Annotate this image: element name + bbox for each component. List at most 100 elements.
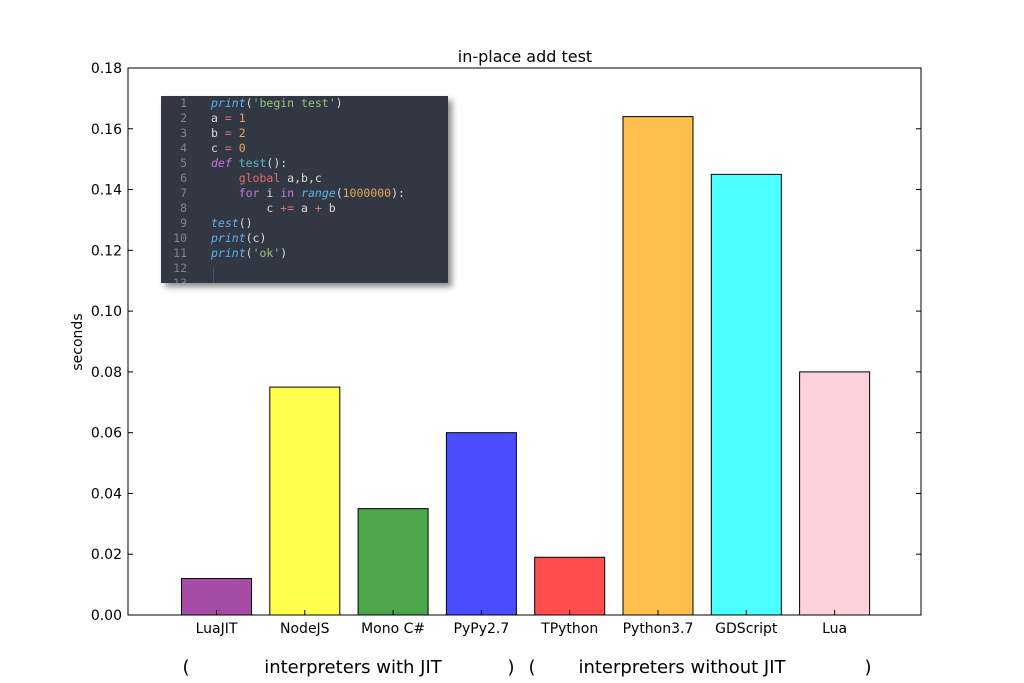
code-token: print bbox=[211, 96, 246, 110]
code-token bbox=[232, 156, 239, 170]
code-line: 4 c = 0 bbox=[161, 141, 448, 156]
group-label-nojit-close: ) bbox=[864, 657, 871, 678]
x-tick-label: Python3.7 bbox=[623, 621, 694, 637]
code-line: 11 print('ok') bbox=[161, 246, 448, 261]
code-token: test bbox=[211, 216, 239, 230]
x-tick-label: LuaJIT bbox=[196, 621, 238, 637]
code-token: = bbox=[224, 141, 232, 155]
line-number: 7 bbox=[180, 186, 187, 200]
code-token: print bbox=[211, 231, 246, 245]
line-number: 8 bbox=[180, 201, 187, 215]
line-number: 13 bbox=[173, 276, 187, 283]
y-tick-label: 0.02 bbox=[91, 547, 122, 563]
code-token bbox=[232, 141, 239, 155]
y-tick-label: 0.06 bbox=[91, 426, 122, 442]
line-number: 4 bbox=[180, 141, 187, 155]
code-token: a bbox=[211, 111, 225, 125]
code-text: test() bbox=[211, 216, 253, 231]
bar-python3-7 bbox=[622, 116, 694, 616]
line-number: 5 bbox=[180, 156, 187, 170]
bar-tpython bbox=[534, 556, 606, 616]
code-token: () bbox=[238, 216, 253, 230]
code-line: 9 test() bbox=[161, 216, 448, 231]
group-label-jit: ( interpreters with JIT ) bbox=[182, 657, 514, 678]
code-token: = bbox=[224, 126, 232, 140]
bars bbox=[181, 116, 871, 616]
code-token: ( bbox=[245, 246, 253, 260]
code-text: for i in range(1000000): bbox=[211, 186, 405, 201]
y-tick-label: 0.08 bbox=[91, 365, 122, 381]
code-text: print(c) bbox=[211, 231, 266, 246]
y-axis-label: seconds bbox=[70, 313, 86, 370]
code-text: b = 2 bbox=[211, 126, 246, 141]
bar-luajit bbox=[181, 578, 252, 616]
code-text: def test(): bbox=[211, 156, 287, 171]
x-tick-label: TPython bbox=[540, 621, 598, 637]
code-line: 7 for i in range(1000000): bbox=[161, 186, 448, 201]
code-token: (c) bbox=[245, 231, 267, 245]
code-token: b bbox=[321, 201, 336, 215]
line-number: 9 bbox=[180, 216, 187, 230]
y-tick-label: 0.14 bbox=[91, 183, 122, 199]
code-token: c bbox=[211, 201, 281, 215]
code-line: 6 global a,b,c bbox=[161, 171, 448, 186]
x-tick-label: GDScript bbox=[715, 621, 778, 637]
code-line: 5 def test(): bbox=[161, 156, 448, 171]
y-tick-label: 0.10 bbox=[91, 304, 122, 320]
code-line: 12 bbox=[161, 261, 448, 276]
code-token: print bbox=[211, 246, 246, 260]
code-text: print('ok') bbox=[211, 246, 287, 261]
group-label-nojit-open: ( bbox=[528, 657, 535, 678]
code-token: test bbox=[238, 156, 267, 170]
line-number: 2 bbox=[180, 111, 187, 125]
code-token: ) bbox=[335, 96, 343, 110]
code-text: c += a + b bbox=[211, 201, 336, 216]
line-number: 12 bbox=[173, 261, 187, 275]
x-tick-label: NodeJS bbox=[280, 621, 330, 637]
bar-lua bbox=[799, 371, 871, 616]
code-line: 10 print(c) bbox=[161, 231, 448, 246]
y-tick-label: 0.00 bbox=[91, 608, 122, 624]
code-text: global a,b,c bbox=[211, 171, 322, 186]
bar-mono-c- bbox=[357, 508, 429, 616]
code-token: a bbox=[294, 201, 315, 215]
line-number: 11 bbox=[173, 246, 187, 260]
line-number: 10 bbox=[173, 231, 187, 245]
group-label-jit-open: ( bbox=[182, 657, 189, 678]
x-axis: LuaJIT NodeJS Mono C# PyPy2.7 TPython Python3… bbox=[196, 610, 847, 637]
code-text: a = 1 bbox=[211, 111, 246, 126]
code-token: += bbox=[280, 201, 295, 215]
code-token: + bbox=[314, 201, 322, 215]
y-tick-label: 0.12 bbox=[91, 243, 122, 259]
code-line: 3 b = 2 bbox=[161, 126, 448, 141]
code-token: = bbox=[224, 111, 232, 125]
code-token bbox=[211, 171, 239, 185]
code-token: ( bbox=[245, 96, 253, 110]
group-label-nojit-text: interpreters without JIT bbox=[578, 657, 786, 678]
code-text: c = 0 bbox=[211, 141, 246, 156]
y-tick-label: 0.04 bbox=[91, 486, 122, 502]
group-label-nojit: ( interpreters without JIT ) bbox=[528, 657, 871, 678]
indent-guide bbox=[213, 267, 214, 283]
bar-gdscript bbox=[710, 173, 782, 616]
bar-nodejs bbox=[269, 386, 341, 616]
bar-pypy2-7 bbox=[445, 432, 517, 616]
code-token bbox=[211, 186, 239, 200]
code-token bbox=[232, 126, 239, 140]
code-token: c bbox=[211, 141, 225, 155]
code-token: def bbox=[211, 156, 232, 170]
code-token: 1 bbox=[238, 111, 246, 125]
line-number: 3 bbox=[180, 126, 187, 140]
code-token: 1000000 bbox=[342, 186, 392, 200]
y-axis: 0.00 0.02 0.04 0.06 0.08 0.10 0.12 0.14 0.16 0.18 bbox=[91, 61, 921, 624]
code-token: 0 bbox=[238, 141, 246, 155]
code-line: 13 bbox=[161, 276, 448, 283]
code-text: print('begin test') bbox=[211, 96, 343, 111]
code-token: i bbox=[259, 186, 281, 200]
code-token: 2 bbox=[238, 126, 246, 140]
code-line: 8 c += a + b bbox=[161, 201, 448, 216]
code-token: for bbox=[238, 186, 260, 200]
chart-title: in-place add test bbox=[458, 47, 592, 66]
y-tick-label: 0.18 bbox=[91, 61, 122, 77]
code-token: b bbox=[211, 126, 225, 140]
